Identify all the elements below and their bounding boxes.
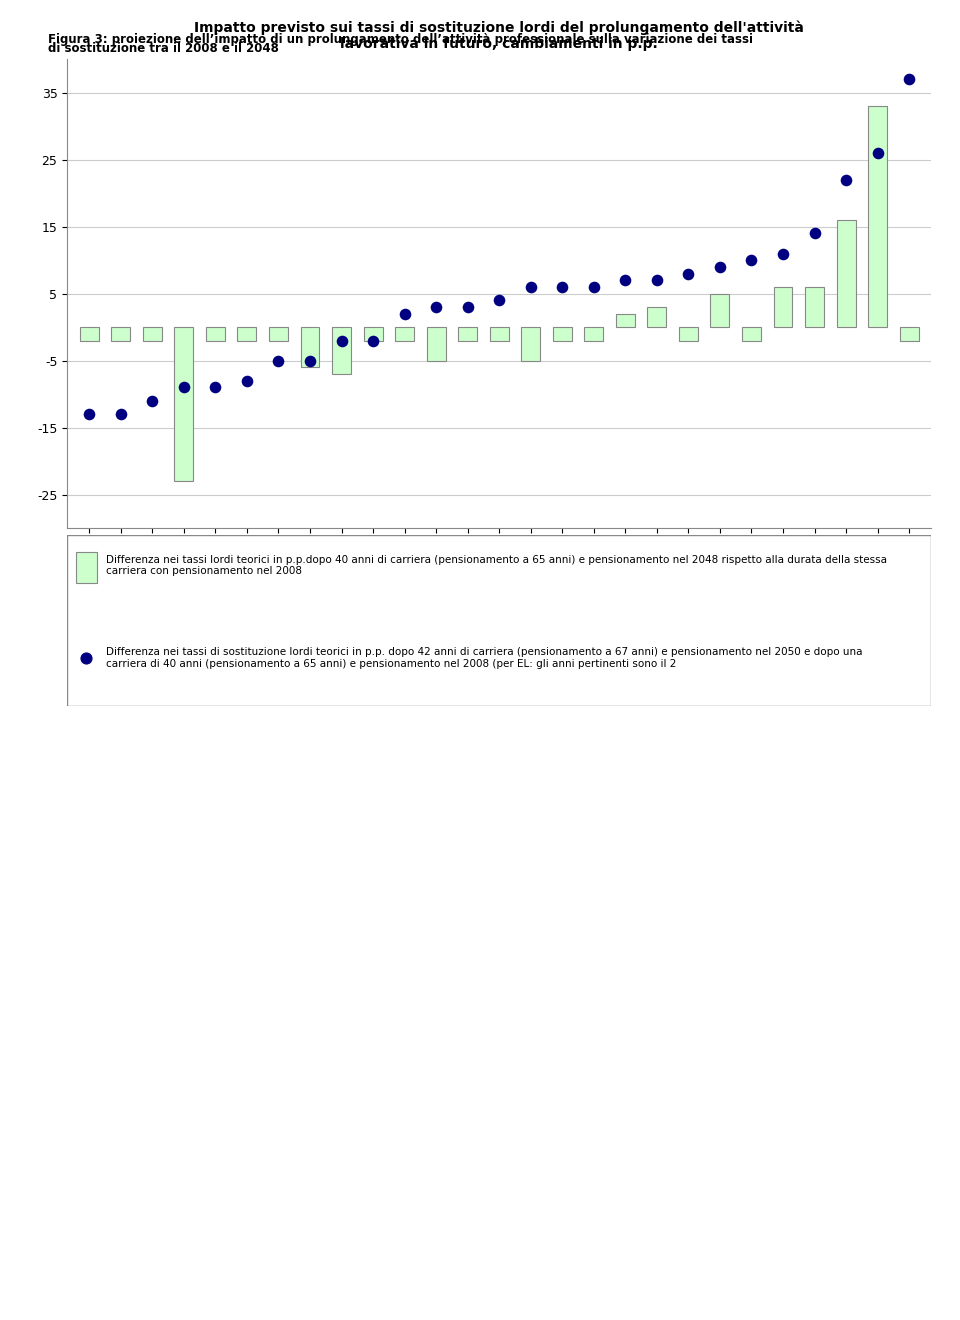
Text: Differenza nei tassi di sostituzione lordi teorici in p.p. dopo 42 anni di carri: Differenza nei tassi di sostituzione lor… bbox=[106, 647, 863, 669]
FancyBboxPatch shape bbox=[76, 552, 98, 582]
Point bbox=[838, 169, 853, 190]
Bar bbox=[521, 327, 540, 360]
Bar bbox=[364, 327, 382, 341]
Bar bbox=[332, 327, 351, 374]
Text: Differenza nei tassi lordi teorici in p.p.dopo 40 anni di carriera (pensionament: Differenza nei tassi lordi teorici in p.… bbox=[106, 554, 887, 577]
Point bbox=[712, 256, 728, 277]
FancyBboxPatch shape bbox=[67, 535, 931, 706]
Point bbox=[523, 276, 539, 297]
Bar bbox=[710, 294, 730, 327]
Bar bbox=[585, 327, 603, 341]
Point bbox=[776, 243, 791, 264]
Bar bbox=[206, 327, 225, 341]
Bar bbox=[868, 107, 887, 327]
Point bbox=[113, 404, 129, 425]
Bar bbox=[647, 308, 666, 327]
Point bbox=[271, 350, 286, 371]
Bar bbox=[396, 327, 414, 341]
Bar bbox=[426, 327, 445, 360]
Point bbox=[145, 391, 160, 412]
Bar bbox=[111, 327, 131, 341]
Bar bbox=[805, 286, 824, 327]
Bar bbox=[80, 327, 99, 341]
Text: Figura 3: proiezione dell’impatto di un prolungamento dell’attività professional: Figura 3: proiezione dell’impatto di un … bbox=[48, 33, 753, 46]
Text: di sostituzione tra il 2008 e il 2048: di sostituzione tra il 2008 e il 2048 bbox=[48, 42, 278, 55]
Bar bbox=[175, 327, 193, 480]
Point bbox=[396, 304, 412, 325]
Point bbox=[82, 404, 97, 425]
Bar bbox=[679, 327, 698, 341]
Title: Impatto previsto sui tassi di sostituzione lordi del prolungamento dell'attività: Impatto previsto sui tassi di sostituzio… bbox=[194, 21, 804, 51]
Point bbox=[492, 290, 507, 312]
Point bbox=[870, 143, 885, 164]
Point bbox=[901, 69, 917, 90]
Point bbox=[806, 223, 822, 244]
Point bbox=[366, 330, 381, 351]
Bar bbox=[900, 327, 919, 341]
Bar bbox=[300, 327, 320, 367]
Point bbox=[302, 350, 318, 371]
Bar bbox=[143, 327, 162, 341]
Bar bbox=[616, 314, 635, 327]
Point bbox=[177, 378, 192, 399]
Bar bbox=[458, 327, 477, 341]
Point bbox=[649, 269, 664, 290]
Point bbox=[207, 378, 223, 399]
Point bbox=[681, 263, 696, 284]
Point bbox=[555, 276, 570, 297]
Bar bbox=[490, 327, 509, 341]
Point bbox=[239, 370, 254, 391]
Bar bbox=[774, 286, 792, 327]
Point bbox=[428, 297, 444, 318]
Bar bbox=[269, 327, 288, 341]
Point bbox=[617, 269, 633, 290]
Bar bbox=[237, 327, 256, 341]
Bar bbox=[553, 327, 572, 341]
Bar bbox=[742, 327, 761, 341]
Point bbox=[587, 276, 602, 297]
Point bbox=[744, 249, 759, 271]
Point bbox=[79, 648, 94, 669]
Bar bbox=[836, 220, 855, 327]
Point bbox=[334, 330, 349, 351]
Point bbox=[460, 297, 475, 318]
